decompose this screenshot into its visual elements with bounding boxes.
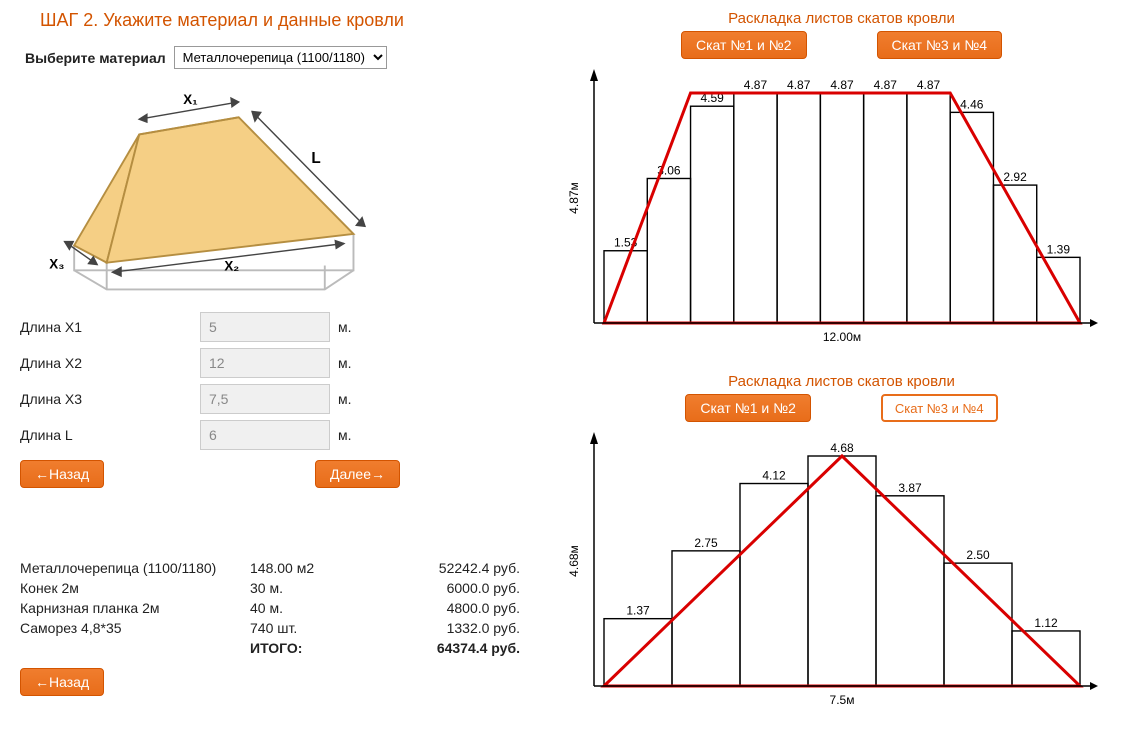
total-value: 64374.4 руб. xyxy=(370,638,520,658)
svg-text:1.12: 1.12 xyxy=(1034,616,1058,630)
material-select[interactable]: Металлочерепица (1100/1180) xyxy=(174,46,387,69)
svg-text:1.39: 1.39 xyxy=(1047,242,1071,256)
svg-text:4.68: 4.68 xyxy=(830,441,854,455)
back-button-2[interactable]: ←Назад xyxy=(20,668,104,696)
input-L[interactable] xyxy=(200,420,330,450)
res-0-qty: 148.00 м2 xyxy=(250,558,370,578)
res-0-name: Металлочерепица (1100/1180) xyxy=(20,558,250,578)
chart-2: Раскладка листов скатов кровли Скат №1 и… xyxy=(550,373,1133,716)
svg-text:4.87: 4.87 xyxy=(787,78,811,92)
svg-text:3.87: 3.87 xyxy=(898,481,922,495)
chart-2-svg: 1.37 2.75 4.12 4.68 3.87 2.50 1.12 4.68м 7.5м xyxy=(550,426,1110,716)
step-title: ШАГ 2. Укажите материал и данные кровли xyxy=(40,10,530,31)
input-unit-x1: м. xyxy=(338,319,352,335)
svg-text:4.87: 4.87 xyxy=(917,78,941,92)
chart-1-tab-a[interactable]: Скат №1 и №2 xyxy=(681,31,807,59)
res-1-price: 6000.0 руб. xyxy=(370,578,520,598)
chart-1-tab-b[interactable]: Скат №3 и №4 xyxy=(877,31,1003,59)
input-unit-x3: м. xyxy=(338,391,352,407)
chart-1: Раскладка листов скатов кровли Скат №1 и… xyxy=(550,10,1133,353)
res-2-price: 4800.0 руб. xyxy=(370,598,520,618)
svg-text:7.5м: 7.5м xyxy=(830,693,855,707)
input-label-x1: Длина X1 xyxy=(20,319,200,335)
roof-diagram: X₁ L X₂ X₃ xyxy=(20,79,400,299)
svg-text:2.92: 2.92 xyxy=(1003,170,1027,184)
res-1-qty: 30 м. xyxy=(250,578,370,598)
chart-1-svg: 1.533.064.594.874.874.874.874.874.462.92… xyxy=(550,63,1110,353)
next-button[interactable]: Далее→ xyxy=(315,460,400,488)
chart-2-title: Раскладка листов скатов кровли xyxy=(550,373,1133,390)
res-3-qty: 740 шт. xyxy=(250,618,370,638)
input-unit-x2: м. xyxy=(338,355,352,371)
material-label: Выберите материал xyxy=(25,50,166,66)
dim-x1: X₁ xyxy=(183,92,198,107)
svg-text:12.00м: 12.00м xyxy=(823,330,861,344)
input-x2[interactable] xyxy=(200,348,330,378)
input-x3[interactable] xyxy=(200,384,330,414)
total-label: ИТОГО: xyxy=(250,638,370,658)
back-button[interactable]: ←Назад xyxy=(20,460,104,488)
res-3-name: Саморез 4,8*35 xyxy=(20,618,250,638)
dim-x3: X₃ xyxy=(49,256,64,271)
svg-text:4.87: 4.87 xyxy=(744,78,768,92)
dim-L: L xyxy=(311,150,320,167)
chart-1-title: Раскладка листов скатов кровли xyxy=(550,10,1133,27)
inputs-block: Длина X1 м. Длина X2 м. Длина X3 м. Длин… xyxy=(20,312,530,450)
svg-text:2.75: 2.75 xyxy=(694,536,718,550)
input-label-L: Длина L xyxy=(20,427,200,443)
svg-text:4.87: 4.87 xyxy=(874,78,898,92)
input-label-x3: Длина X3 xyxy=(20,391,200,407)
dim-x2: X₂ xyxy=(224,258,239,273)
input-unit-L: м. xyxy=(338,427,352,443)
res-0-price: 52242.4 руб. xyxy=(370,558,520,578)
res-2-qty: 40 м. xyxy=(250,598,370,618)
input-label-x2: Длина X2 xyxy=(20,355,200,371)
res-1-name: Конек 2м xyxy=(20,578,250,598)
svg-text:4.12: 4.12 xyxy=(762,469,786,483)
chart-2-tab-b[interactable]: Скат №3 и №4 xyxy=(881,394,998,422)
results-table: Металлочерепица (1100/1180) 148.00 м2 52… xyxy=(20,558,520,658)
svg-text:4.87м: 4.87м xyxy=(567,182,581,214)
svg-text:2.50: 2.50 xyxy=(966,548,990,562)
svg-text:4.87: 4.87 xyxy=(830,78,854,92)
res-2-name: Карнизная планка 2м xyxy=(20,598,250,618)
svg-text:1.37: 1.37 xyxy=(626,604,650,618)
input-x1[interactable] xyxy=(200,312,330,342)
svg-text:4.46: 4.46 xyxy=(960,97,984,111)
chart-2-tab-a[interactable]: Скат №1 и №2 xyxy=(685,394,811,422)
res-3-price: 1332.0 руб. xyxy=(370,618,520,638)
svg-text:4.68м: 4.68м xyxy=(567,545,581,577)
